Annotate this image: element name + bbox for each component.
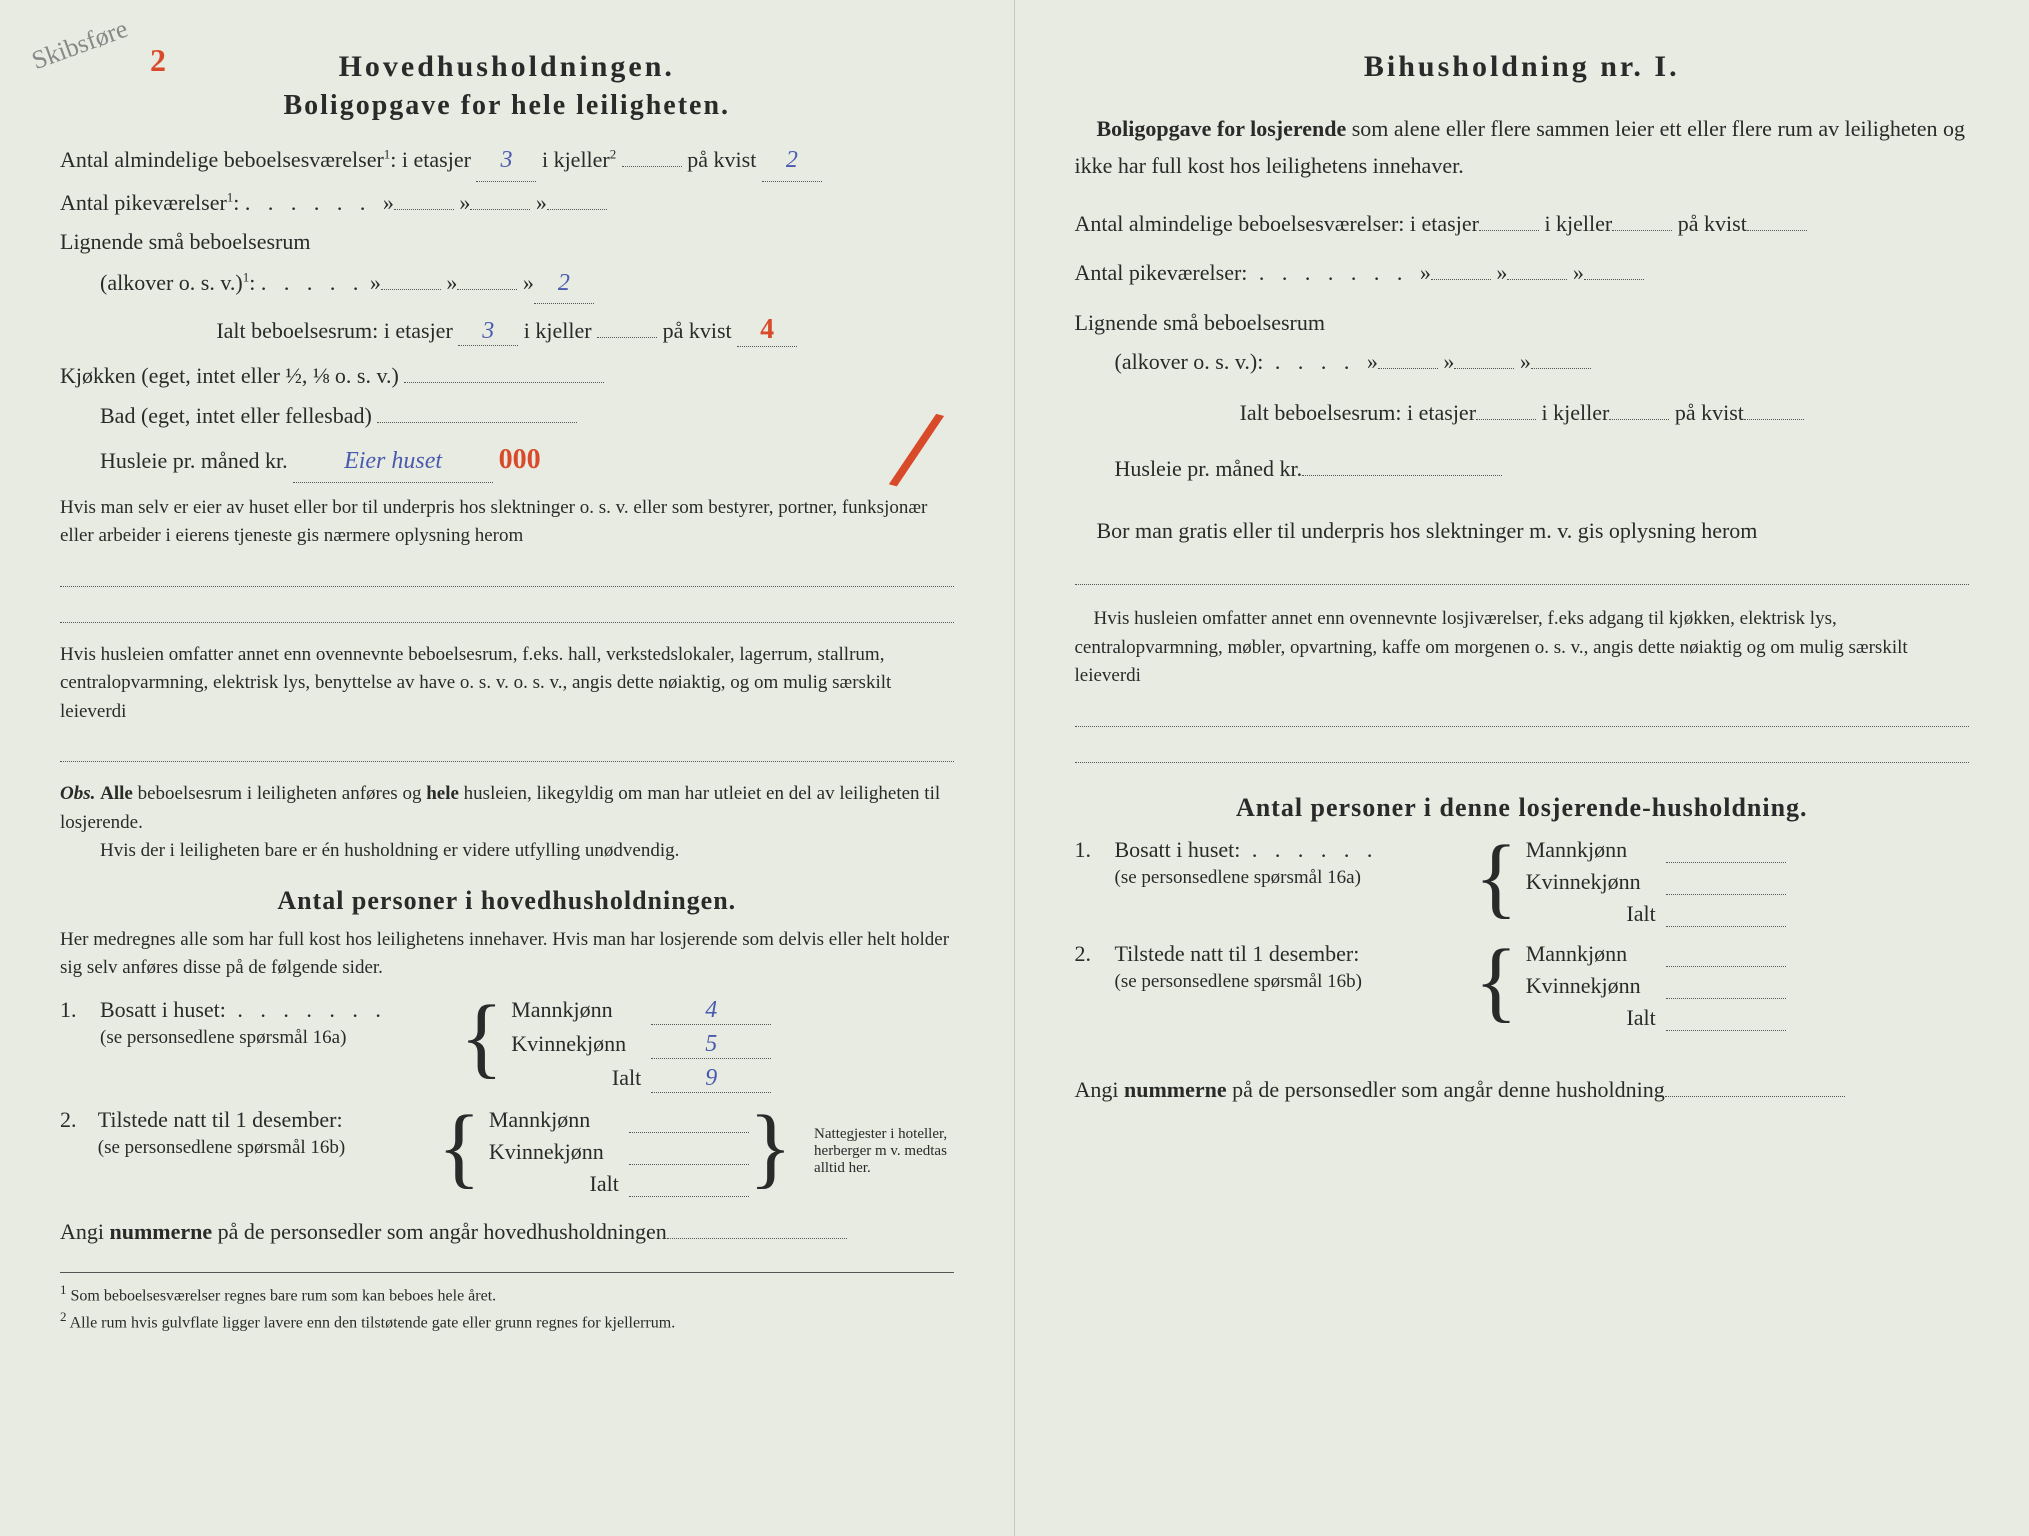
blank-line	[60, 732, 954, 762]
husleie-row: Husleie pr. måned kr. Eier huset 000	[60, 436, 954, 484]
ialt-kvist: 4	[737, 314, 797, 347]
lbl-kjeller: i kjeller	[524, 318, 592, 343]
r-row2: Antal pikeværelser: . . . . . . . » » »	[1075, 254, 1970, 291]
bracket-icon: {	[460, 993, 503, 1093]
val-kjeller	[622, 166, 682, 167]
val-etasjer: 3	[476, 140, 536, 182]
row-label: Lignende små beboelsesrum	[60, 229, 311, 254]
husleie-red: 000	[499, 444, 541, 475]
ialt-label: Ialt	[511, 1065, 651, 1093]
q1-kvinne: 5	[651, 1031, 771, 1059]
row-label: Antal pikeværelser	[60, 190, 227, 215]
blank-line	[1075, 733, 1970, 763]
ialt-label: Ialt	[489, 1171, 629, 1197]
bracket-icon: {	[1475, 937, 1518, 1031]
rq2: 2. Tilstede natt til 1 desember: (se per…	[1075, 941, 1970, 1031]
angi-row: Angi nummerne på de personsedler som ang…	[60, 1213, 954, 1250]
mann-label: Mannkjønn	[489, 1107, 629, 1133]
kjokken-label: Kjøkken (eget, intet eller ½, ⅛ o. s. v.…	[60, 363, 399, 388]
section-persons-intro: Her medregnes alle som har full kost hos…	[60, 926, 954, 983]
husleie-val: Eier huset	[293, 441, 493, 483]
foot1: Som beboelsesværelser regnes bare rum so…	[71, 1287, 497, 1304]
r-para1: Bor man gratis eller til underpris hos s…	[1075, 512, 1970, 549]
husleie-label: Husleie pr. måned kr.	[100, 448, 288, 473]
row-lignende: Lignende små beboelsesrum	[60, 223, 954, 260]
red-annotation-2: 2	[150, 42, 166, 79]
obs-block: Obs. Alle beboelsesrum i leiligheten anf…	[60, 780, 954, 837]
kjokken-row: Kjøkken (eget, intet eller ½, ⅛ o. s. v.…	[60, 357, 954, 394]
q-text: Tilstede natt til 1 desember: (se person…	[98, 1107, 438, 1163]
right-page: Bihusholdning nr. I. Boligopgave for los…	[1015, 0, 2029, 1536]
rq1: 1. Bosatt i huset: . . . . . . (se perso…	[1075, 837, 1970, 927]
r-husleie: Husleie pr. måned kr.	[1075, 450, 1970, 487]
row-pike: Antal pikeværelser1: . . . . . . » » »	[60, 184, 954, 221]
q-num: 2.	[60, 1107, 98, 1133]
q1-mann: 4	[651, 997, 771, 1025]
nattegjester-note: Nattegjester i hoteller, herberger m v. …	[814, 1126, 953, 1177]
intro-bold: Boligopgave for losjerende	[1097, 116, 1347, 141]
para-eier: Hvis man selv er eier av huset eller bor…	[60, 494, 954, 551]
blank-line	[60, 593, 954, 623]
val-kvist: 2	[762, 140, 822, 182]
q1-bosatt: 1. Bosatt i huset: . . . . . . . (se per…	[60, 997, 954, 1093]
r-para2: Hvis husleien omfatter annet enn ovennev…	[1075, 605, 1970, 691]
q-num: 1.	[60, 997, 100, 1023]
row-bebo: Antal almindelige beboelsesværelser1: i …	[60, 140, 954, 182]
kvinne-label: Kvinnekjønn	[489, 1139, 629, 1165]
r-ialt: Ialt beboelsesrum: i etasjer i kjeller p…	[1075, 400, 1970, 426]
r-row3b: (alkover o. s. v.): . . . . » » »	[1075, 343, 1970, 380]
row-label: Antal almindelige beboelsesværelser	[60, 147, 384, 172]
ialt-row: Ialt beboelsesrum: i etasjer 3 i kjeller…	[60, 314, 954, 347]
blank-line	[60, 557, 954, 587]
footnotes: 1 Som beboelsesværelser regnes bare rum …	[60, 1272, 954, 1334]
blank-line	[1075, 555, 1970, 585]
obs-label: Obs.	[60, 783, 95, 804]
intro: Boligopgave for losjerende som alene ell…	[1075, 110, 1970, 185]
q-text: Bosatt i huset: . . . . . . . (se person…	[100, 997, 460, 1053]
r-section-title: Antal personer i denne losjerende-hushol…	[1075, 793, 1970, 823]
lbl-etasjer: i etasjer	[402, 147, 471, 172]
mann-label: Mannkjønn	[511, 997, 651, 1025]
right-title: Bihusholdning nr. I.	[1075, 50, 1970, 84]
r-angi: Angi nummerne på de personsedler som ang…	[1075, 1071, 1970, 1108]
lbl-etasjer: i etasjer	[384, 318, 453, 343]
val-kvist3: 2	[534, 263, 594, 305]
left-page: Skibsføre 2 Hovedhusholdningen. Boligopg…	[0, 0, 1015, 1536]
bad-row: Bad (eget, intet eller fellesbad)	[60, 397, 954, 434]
blank-line	[1075, 697, 1970, 727]
r-row1: Antal almindelige beboelsesværelser: i e…	[1075, 205, 1970, 242]
lbl-kjeller: i kjeller	[542, 147, 610, 172]
para-husleie: Hvis husleien omfatter annet enn ovennev…	[60, 641, 954, 727]
q2-tilstede: 2. Tilstede natt til 1 desember: (se per…	[60, 1107, 954, 1197]
q1-ialt: 9	[651, 1065, 771, 1093]
ialt-label: Ialt beboelsesrum:	[216, 318, 378, 343]
lbl-kvist: på kvist	[663, 318, 732, 343]
row-alkover: (alkover o. s. v.)1: . . . . . » » »2	[60, 263, 954, 305]
bracket-icon: {	[1475, 833, 1518, 927]
sub-title: Boligopgave for hele leiligheten.	[60, 90, 954, 122]
bracket-icon: }	[749, 1103, 792, 1197]
main-title: Hovedhusholdningen.	[60, 50, 954, 84]
section-persons-title: Antal personer i hovedhusholdningen.	[60, 886, 954, 916]
obs-text2: Hvis der i leiligheten bare er én hushol…	[60, 837, 954, 866]
lbl-kvist: på kvist	[687, 147, 756, 172]
ialt-etasjer: 3	[458, 318, 518, 346]
kvinne-label: Kvinnekjønn	[511, 1031, 651, 1059]
row-sub: (alkover o. s. v.)	[100, 270, 243, 295]
bad-label: Bad (eget, intet eller fellesbad)	[100, 403, 372, 428]
r-row3: Lignende små beboelsesrum	[1075, 304, 1970, 341]
foot2: Alle rum hvis gulvflate ligger lavere en…	[70, 1314, 676, 1331]
bracket-icon: {	[438, 1103, 481, 1197]
